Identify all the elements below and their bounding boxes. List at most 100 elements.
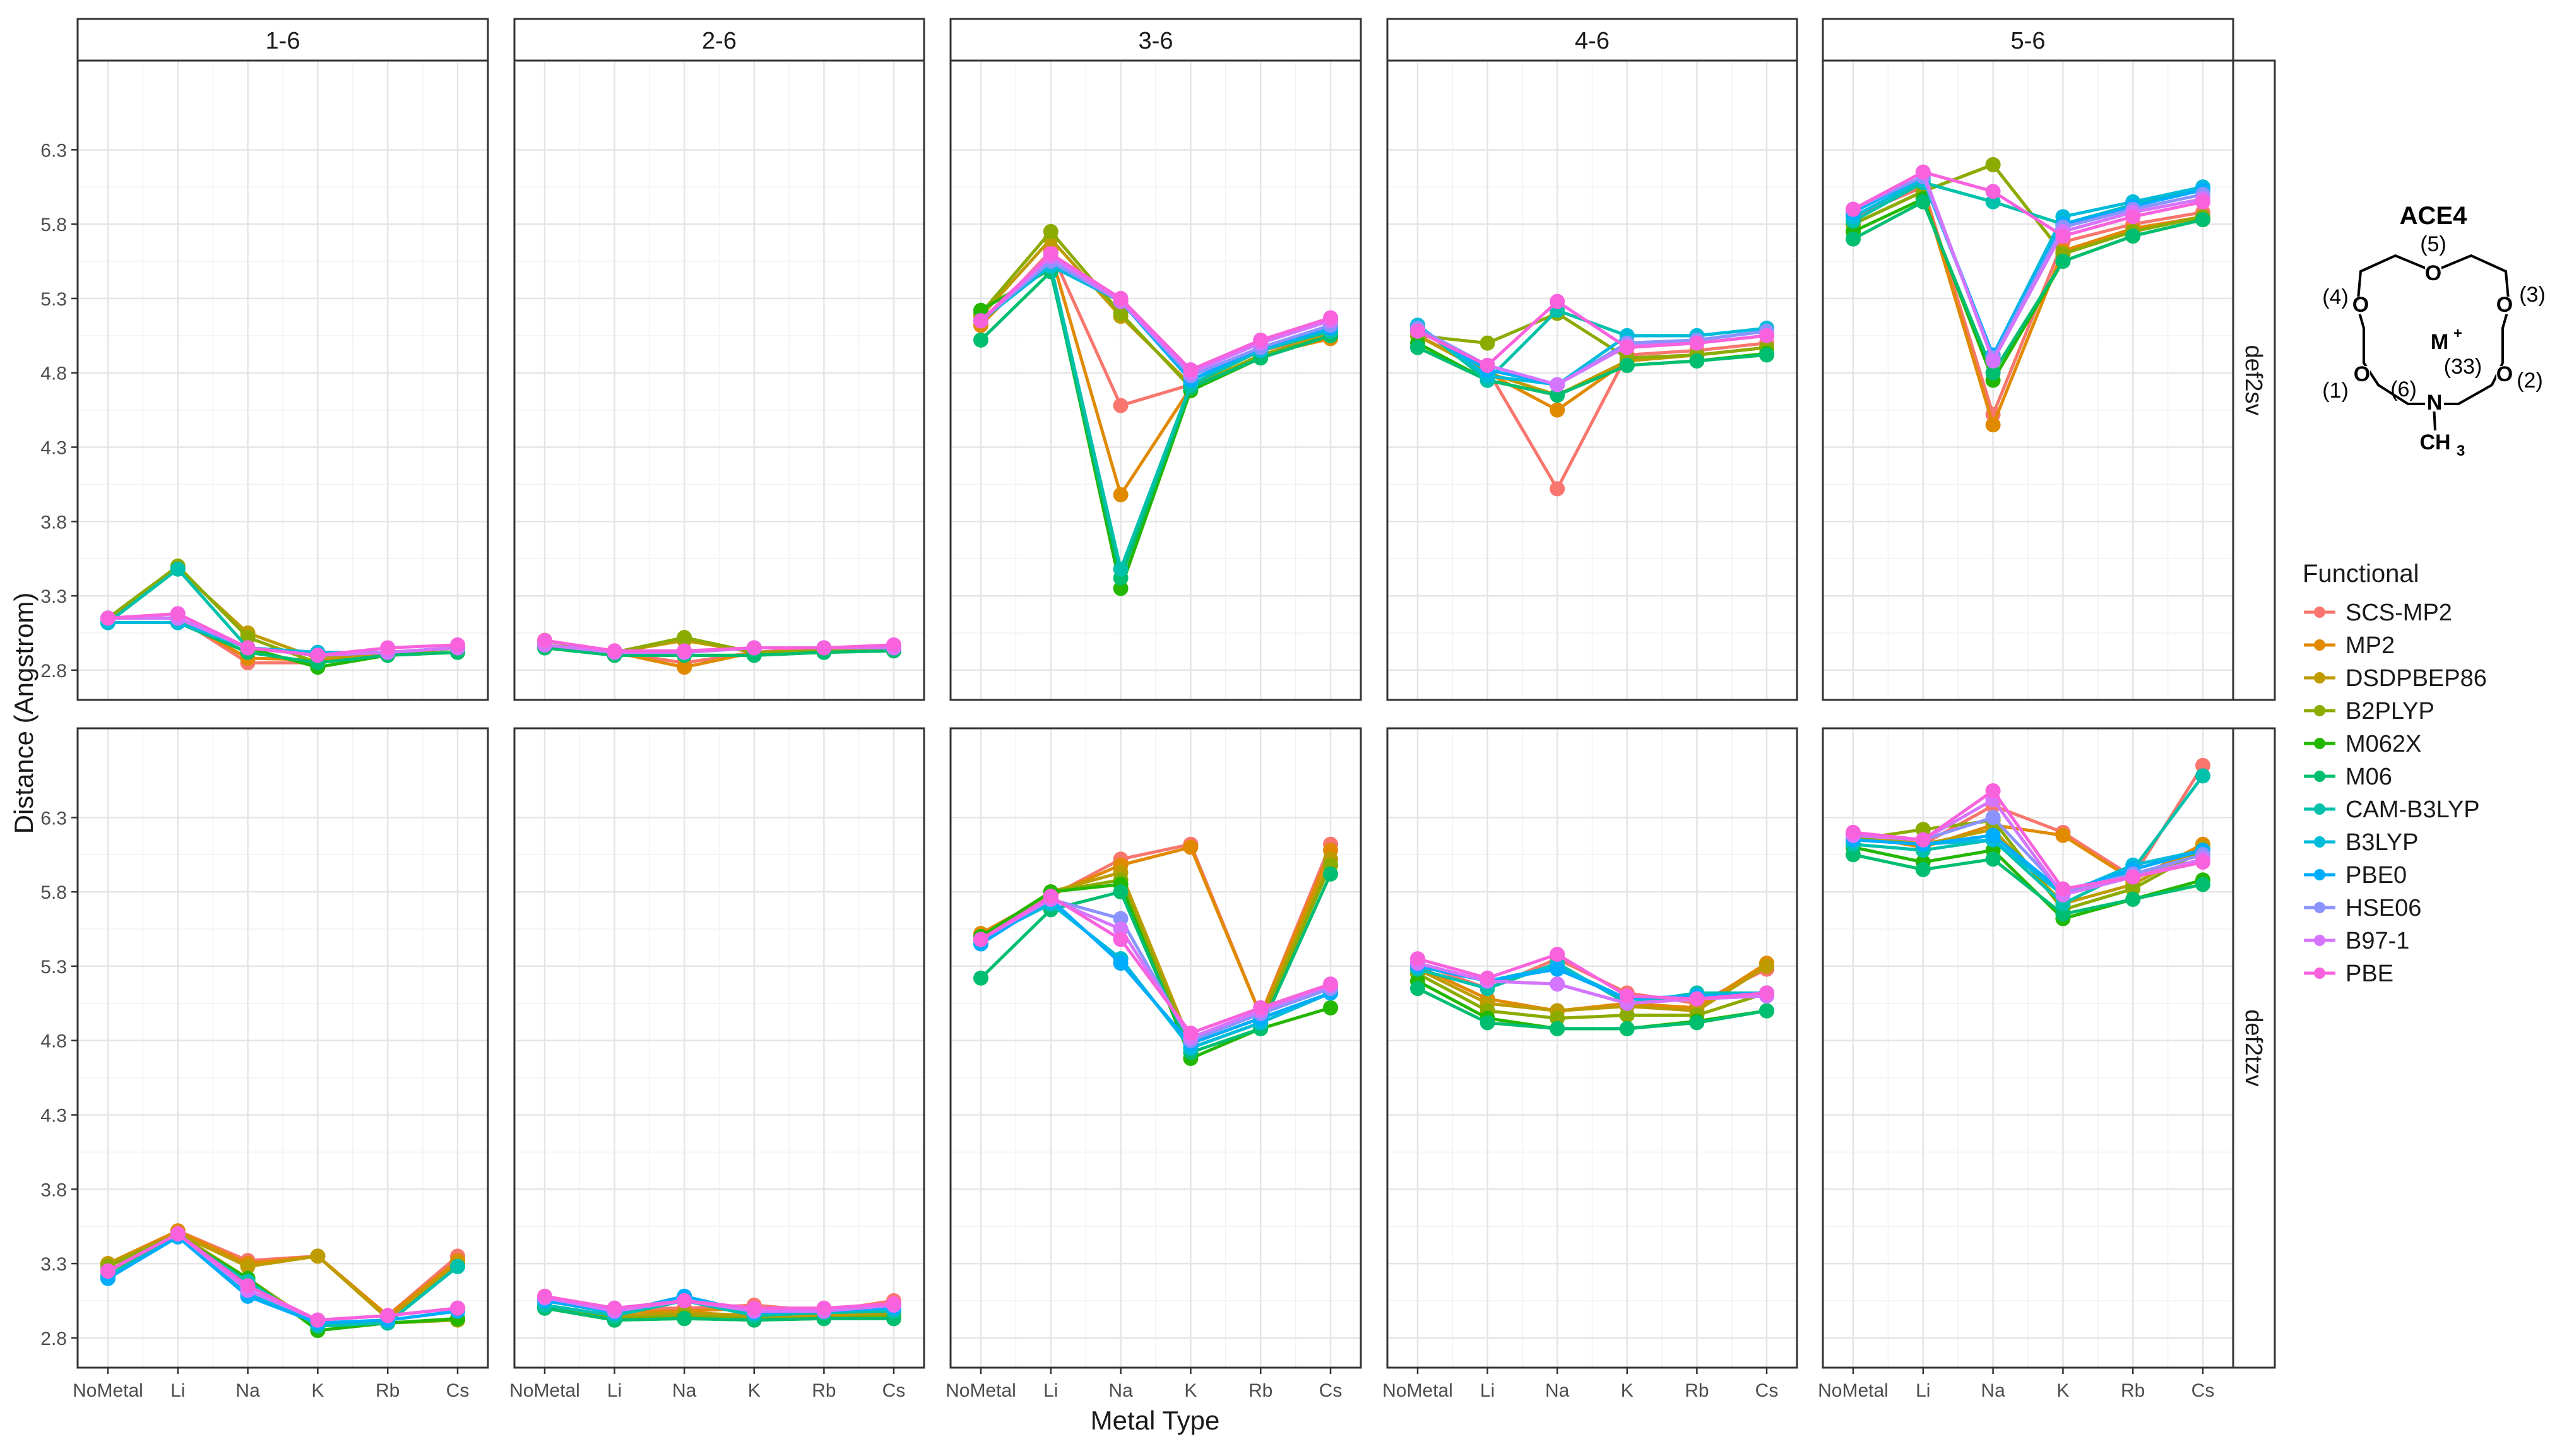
atom-label: (6) bbox=[2390, 377, 2417, 401]
data-point bbox=[1759, 328, 1774, 343]
legend-key-point bbox=[2314, 771, 2325, 782]
data-point bbox=[1323, 976, 1338, 992]
y-tick-label: 5.8 bbox=[40, 215, 67, 235]
x-tick-label: Rb bbox=[2121, 1380, 2145, 1401]
data-point bbox=[1619, 1007, 1635, 1023]
x-tick-label: Na bbox=[672, 1380, 697, 1401]
oxygen-mask bbox=[2496, 366, 2513, 384]
data-point bbox=[450, 1300, 465, 1316]
oxygen-mask bbox=[2425, 265, 2441, 283]
data-point bbox=[1550, 481, 1565, 497]
legend: Functional SCS-MP2 MP2 DSDPBEP86 B2PLYP M062X… bbox=[2303, 560, 2487, 987]
data-point bbox=[2125, 869, 2141, 885]
data-point bbox=[1480, 970, 1495, 986]
data-point bbox=[1043, 246, 1059, 262]
data-point bbox=[1689, 1015, 1705, 1031]
panel-3-6-def2sv bbox=[949, 59, 1362, 701]
data-point bbox=[1985, 194, 2001, 210]
series-line-HSE06 bbox=[1852, 174, 2203, 362]
x-tick-label: K bbox=[311, 1380, 324, 1401]
facet-label-col: 2-6 bbox=[702, 28, 737, 54]
atom-label: (5) bbox=[2420, 232, 2446, 256]
data-point bbox=[677, 1311, 692, 1327]
data-point bbox=[1113, 581, 1129, 596]
series-line-CAM-B3LYP bbox=[1853, 774, 2205, 906]
data-point bbox=[886, 1296, 901, 1311]
series-line-SCS-MP2 bbox=[1853, 184, 2203, 420]
legend-key-point bbox=[2314, 705, 2325, 716]
legend-label: B3LYP bbox=[2345, 829, 2418, 856]
panel-3-6-def2tzv bbox=[949, 727, 1362, 1369]
data-point bbox=[1846, 201, 1861, 217]
legend-item: MP2 bbox=[2304, 632, 2395, 659]
methyl-subscript: 3 bbox=[2457, 442, 2465, 459]
data-point bbox=[1619, 340, 1635, 355]
data-point bbox=[1113, 956, 1129, 971]
data-point bbox=[2055, 881, 2071, 897]
data-point bbox=[677, 643, 692, 659]
data-point bbox=[607, 643, 622, 659]
data-point bbox=[1113, 290, 1129, 306]
data-point bbox=[1323, 866, 1338, 882]
series-line-B2PLYP bbox=[1416, 972, 1767, 1020]
legend-key-point bbox=[2314, 803, 2325, 815]
data-point bbox=[973, 313, 988, 329]
panel-border bbox=[513, 727, 925, 1369]
data-point bbox=[1985, 157, 2001, 172]
data-point bbox=[2195, 768, 2210, 784]
data-point bbox=[537, 632, 552, 648]
data-point bbox=[100, 1263, 116, 1279]
legend-label: DSDPBEP86 bbox=[2345, 665, 2487, 692]
data-point bbox=[1113, 932, 1129, 947]
legend-label: M062X bbox=[2345, 731, 2421, 757]
data-point bbox=[1410, 951, 1425, 967]
legend-item: B3LYP bbox=[2304, 829, 2418, 856]
x-tick-label: Cs bbox=[2191, 1380, 2215, 1401]
series-line-M06 bbox=[980, 268, 1331, 584]
series-line-M06 bbox=[1416, 987, 1767, 1031]
panel-2-6-def2sv bbox=[513, 59, 925, 701]
y-tick-label: 4.3 bbox=[40, 1106, 67, 1127]
data-point bbox=[1985, 827, 2001, 843]
data-point bbox=[450, 1258, 465, 1274]
facet-label-col: 1-6 bbox=[266, 28, 300, 54]
data-point bbox=[2125, 881, 2141, 897]
panel-1-6-def2sv bbox=[76, 59, 489, 701]
oxygen-mask bbox=[2352, 297, 2369, 314]
data-point bbox=[1183, 839, 1199, 855]
series-line-M06 bbox=[1853, 853, 2203, 916]
molecule-title: ACE4 bbox=[2400, 202, 2467, 230]
x-tick-label: NoMetal bbox=[1382, 1380, 1453, 1401]
atom-label: (2) bbox=[2517, 369, 2543, 393]
panel-border bbox=[76, 727, 489, 1369]
x-tick-label: NoMetal bbox=[73, 1380, 143, 1401]
y-tick-label: 3.8 bbox=[40, 1180, 67, 1200]
legend-label: PBE0 bbox=[2345, 862, 2407, 889]
legend-label: HSE06 bbox=[2345, 895, 2421, 921]
legend-item: CAM-B3LYP bbox=[2304, 796, 2480, 823]
data-point bbox=[1915, 164, 1931, 180]
y-tick-label: 5.3 bbox=[40, 289, 67, 310]
data-point bbox=[240, 640, 256, 656]
data-point bbox=[380, 1308, 396, 1323]
oxygen-atom: O bbox=[2354, 362, 2370, 386]
legend-item: M06 bbox=[2304, 764, 2392, 790]
series-line-CAM-B3LYP bbox=[544, 1299, 894, 1318]
data-point bbox=[1480, 357, 1495, 373]
x-tick-label: NoMetal bbox=[1818, 1380, 1889, 1401]
panel-4-6-def2sv bbox=[1386, 59, 1798, 701]
legend-label: PBE bbox=[2345, 961, 2393, 987]
panel-border bbox=[949, 727, 1362, 1369]
data-point bbox=[1183, 362, 1199, 378]
series-line-B97-1 bbox=[980, 897, 1331, 1040]
legend-key-point bbox=[2314, 869, 2325, 880]
panel-5-6-def2sv bbox=[1822, 59, 2234, 701]
data-point bbox=[170, 606, 186, 622]
x-tick-label: Rb bbox=[812, 1380, 836, 1401]
facet-strip bbox=[2232, 59, 2276, 701]
data-point bbox=[1550, 947, 1565, 962]
facet-label-row: def2sv bbox=[2240, 345, 2267, 416]
x-tick-label: Na bbox=[1981, 1380, 2005, 1401]
legend-key-point bbox=[2314, 836, 2325, 848]
